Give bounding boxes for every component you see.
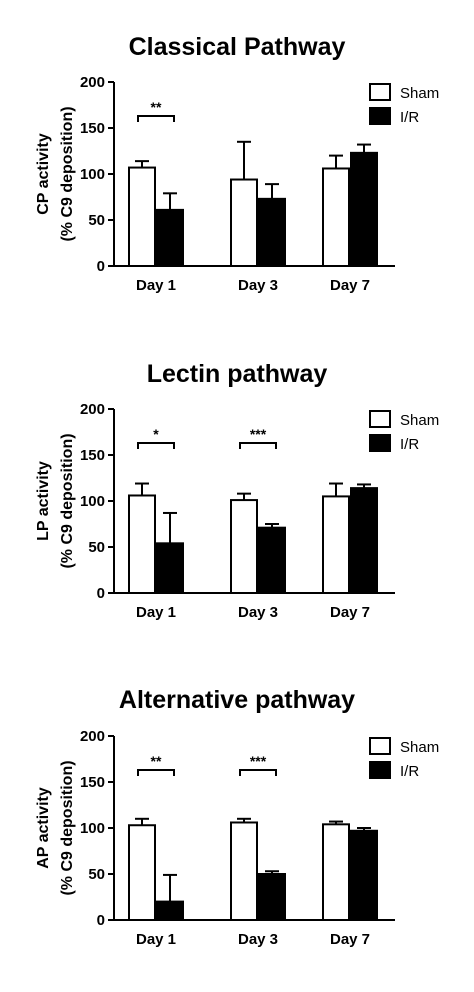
significance-bracket [239, 769, 277, 776]
significance-label: *** [250, 753, 267, 769]
x-tick-label: Day 7 [330, 604, 370, 621]
legend-label: Sham [400, 739, 439, 756]
significance-label: * [153, 426, 159, 442]
bar-sham-day7 [322, 167, 350, 267]
significance-bracket [137, 115, 175, 122]
y-tick-label: 0 [97, 258, 105, 275]
y-tick-label: 50 [88, 539, 105, 556]
y-axis-label-line2: (% C9 deposition) [59, 433, 76, 568]
x-tick-label: Day 1 [136, 277, 176, 294]
legend-swatch-ir [369, 107, 391, 125]
x-tick-label: Day 7 [330, 277, 370, 294]
legend-label: I/R [400, 763, 419, 780]
bar-ir-day1 [156, 542, 184, 595]
bar-sham-day1 [128, 494, 156, 595]
x-tick-label: Day 1 [136, 604, 176, 621]
legend-swatch-sham [369, 83, 391, 101]
y-tick-label: 0 [97, 912, 105, 929]
y-tick-label: 100 [80, 493, 105, 510]
y-tick-label: 150 [80, 447, 105, 464]
legend-label: I/R [400, 109, 419, 126]
y-tick-label: 50 [88, 212, 105, 229]
bar-sham-day7 [322, 823, 350, 922]
bar-ir-day3 [258, 197, 286, 267]
x-tick-label: Day 7 [330, 931, 370, 948]
y-axis-label-line2: (% C9 deposition) [59, 760, 76, 895]
significance-label: *** [250, 426, 267, 442]
bar-sham-day1 [128, 824, 156, 921]
significance-label: ** [151, 99, 162, 115]
bar-ir-day7 [350, 151, 378, 267]
legend-swatch-ir [369, 434, 391, 452]
y-axis-label-line2: (% C9 deposition) [59, 106, 76, 241]
y-axis-label: CP activity (% C9 deposition) [35, 106, 76, 241]
chart-title: Alternative pathway [119, 686, 355, 714]
y-axis-label: LP activity (% C9 deposition) [35, 433, 76, 568]
chart-title: Lectin pathway [147, 360, 328, 388]
significance-bracket [137, 442, 175, 449]
legend-swatch-ir [369, 761, 391, 779]
x-tick-label: Day 1 [136, 931, 176, 948]
y-axis-label-line1: LP activity [35, 461, 52, 541]
x-tick-label: Day 3 [238, 277, 278, 294]
chart-panel-3: Alternative pathway AP activity (% C9 depo… [35, 686, 439, 948]
y-axis-label-line1: CP activity [35, 133, 52, 215]
y-tick-label: 100 [80, 166, 105, 183]
y-tick-label: 100 [80, 820, 105, 837]
bar-ir-day3 [258, 526, 286, 594]
y-tick-label: 200 [80, 728, 105, 745]
y-tick-label: 150 [80, 120, 105, 137]
y-tick-label: 150 [80, 774, 105, 791]
y-tick-label: 200 [80, 401, 105, 418]
significance-label: ** [151, 753, 162, 769]
bar-ir-day1 [156, 900, 184, 921]
chart-panel-2: Lectin pathway LP activity (% C9 depositio… [35, 360, 439, 621]
y-axis-label: AP activity (% C9 deposition) [35, 760, 76, 895]
chart-title: Classical Pathway [129, 33, 346, 61]
y-axis-label-line1: AP activity [35, 787, 52, 869]
bar-ir-day1 [156, 208, 184, 268]
y-tick-label: 50 [88, 866, 105, 883]
y-tick-label: 200 [80, 74, 105, 91]
x-tick-label: Day 3 [238, 604, 278, 621]
bar-ir-day7 [350, 829, 378, 922]
y-tick-label: 0 [97, 585, 105, 602]
bar-sham-day3 [230, 178, 258, 268]
legend-swatch-sham [369, 737, 391, 755]
x-tick-label: Day 3 [238, 931, 278, 948]
bar-sham-day1 [128, 166, 156, 267]
legend-swatch-sham [369, 410, 391, 428]
bar-sham-day7 [322, 495, 350, 594]
significance-bracket [137, 769, 175, 776]
legend-label: Sham [400, 85, 439, 102]
chart-panel-1: Classical Pathway CP activity (% C9 deposi… [35, 33, 439, 294]
significance-bracket [239, 442, 277, 449]
bar-sham-day3 [230, 821, 258, 921]
legend-label: Sham [400, 412, 439, 429]
bar-ir-day3 [258, 873, 286, 921]
bar-sham-day3 [230, 499, 258, 594]
bar-ir-day7 [350, 487, 378, 594]
legend-label: I/R [400, 436, 419, 453]
